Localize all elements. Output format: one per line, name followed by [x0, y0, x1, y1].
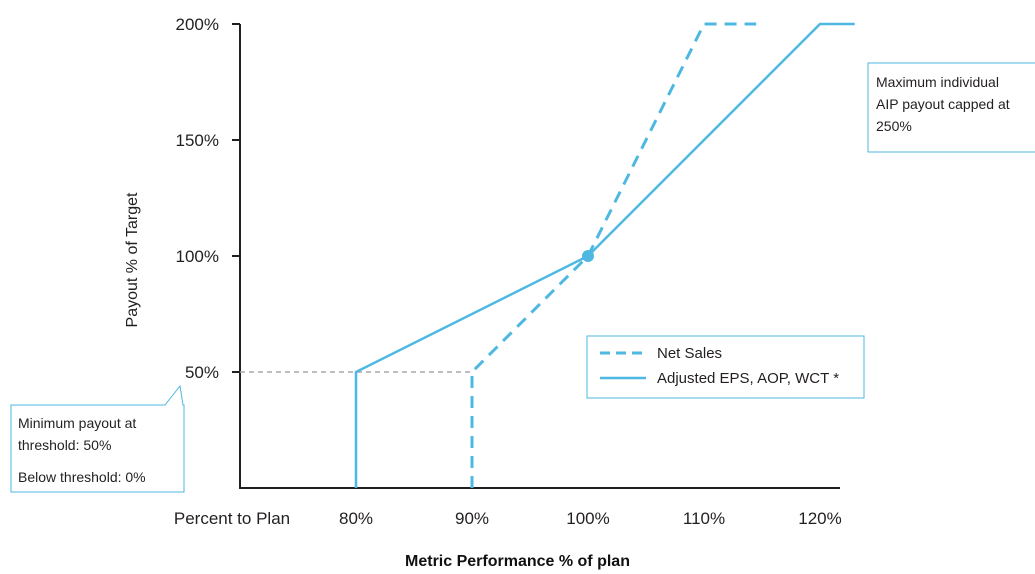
y-tick-marks — [232, 23, 240, 373]
target-payout-point — [582, 250, 594, 262]
y-tick-label: 200% — [176, 15, 219, 34]
maximum-callout-line: 250% — [876, 118, 912, 134]
y-tick-label: 150% — [176, 131, 219, 150]
x-tick-label: 100% — [566, 509, 609, 528]
maximum-callout-line: AIP payout capped at — [876, 96, 1010, 112]
x-tick-label: 90% — [455, 509, 489, 528]
maximum-callout-line: Maximum individual — [876, 74, 999, 90]
y-tick-labels: 50% 100% 150% 200% — [176, 15, 219, 382]
legend-label-adjusted: Adjusted EPS, AOP, WCT * — [657, 370, 839, 387]
legend-box — [586, 335, 865, 399]
x-tick-label: 120% — [798, 509, 841, 528]
y-tick-label: 50% — [185, 363, 219, 382]
minimum-callout-line: Below threshold: 0% — [18, 469, 146, 485]
x-tick-label: 80% — [339, 509, 373, 528]
legend-label-net-sales: Net Sales — [657, 345, 722, 362]
minimum-callout-line: Minimum payout at — [18, 415, 136, 431]
y-tick-label: 100% — [176, 247, 219, 266]
maximum-callout-box — [867, 62, 1035, 153]
maximum-payout-callout: Maximum individual AIP payout capped at … — [867, 62, 1035, 153]
minimum-callout-box — [10, 384, 185, 493]
y-axis-title: Payout % of Target — [124, 192, 141, 327]
x-tick-labels: 80% 90% 100% 110% 120% — [339, 509, 842, 528]
adjusted-eps-aop-wct-line — [354, 22, 855, 488]
legend: Net Sales Adjusted EPS, AOP, WCT * — [586, 335, 865, 399]
net-sales-line — [470, 22, 757, 488]
x-axis-prefix: Percent to Plan — [174, 509, 290, 528]
minimum-payout-callout: Minimum payout at threshold: 50% Below t… — [10, 384, 185, 493]
x-axis-title: Metric Performance % of plan — [405, 553, 630, 570]
x-tick-label: 110% — [683, 509, 725, 528]
minimum-callout-line: threshold: 50% — [18, 437, 111, 453]
